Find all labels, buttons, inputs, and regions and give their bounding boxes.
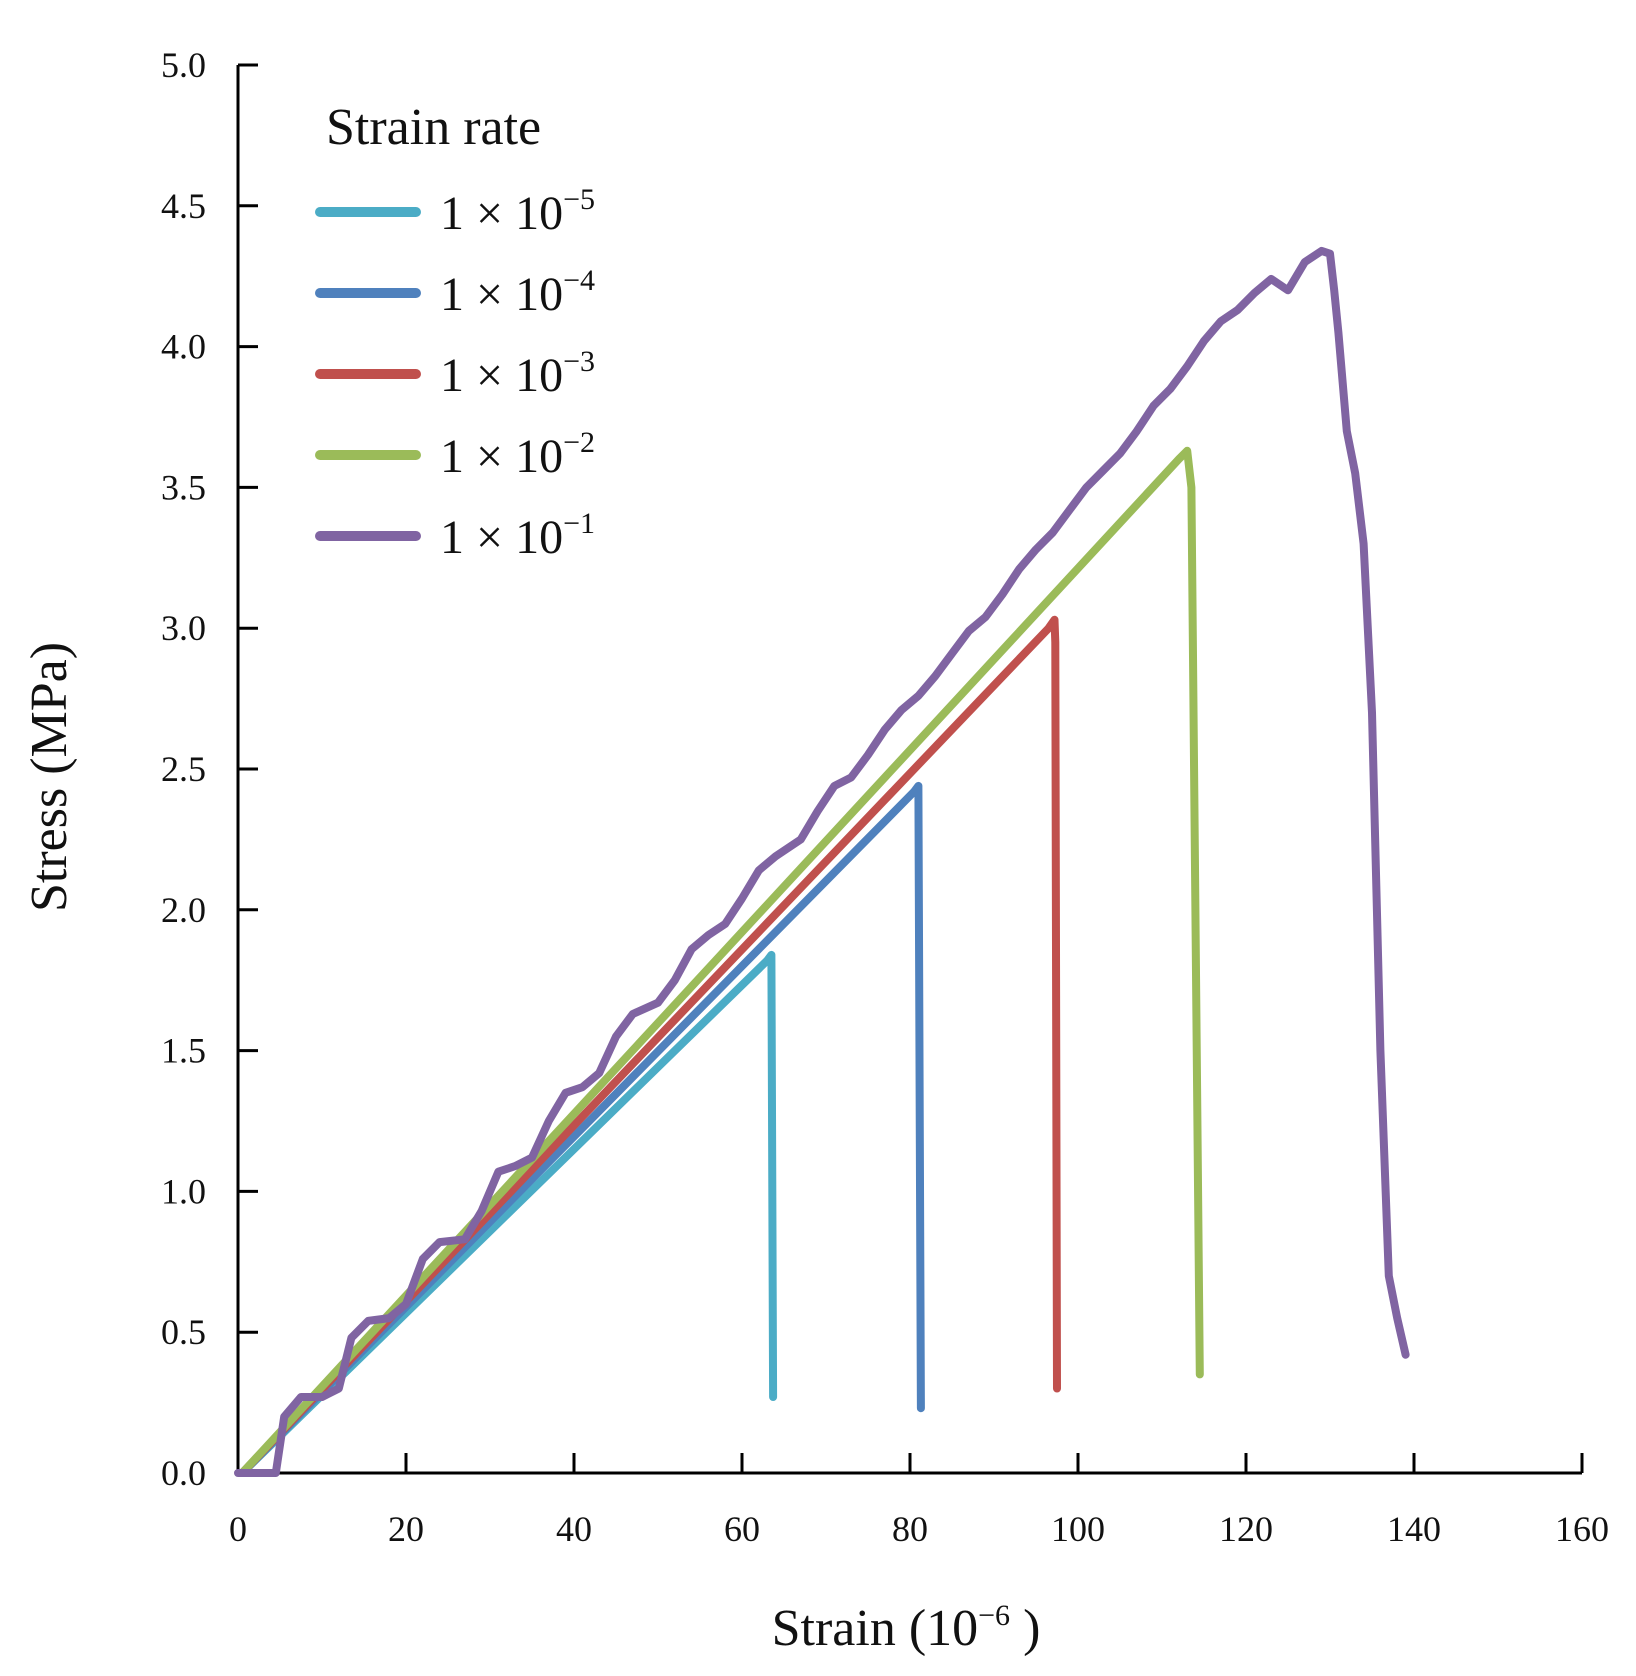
y-tick-label: 3.0 — [161, 608, 206, 648]
x-tick-label: 100 — [1051, 1509, 1105, 1549]
y-tick-label: 0.5 — [161, 1312, 206, 1352]
x-tick-label: 60 — [724, 1509, 760, 1549]
x-tick-label: 20 — [388, 1509, 424, 1549]
legend-title: Strain rate — [326, 99, 541, 156]
legend-label-exponent: −1 — [563, 507, 595, 540]
y-tick-label: 2.0 — [161, 890, 206, 930]
series-line-rate-2 — [238, 781, 925, 1477]
legend-label-exponent: −2 — [563, 426, 595, 459]
y-tick-label: 4.0 — [161, 327, 206, 367]
legend-label: 1 × 10−4 — [440, 264, 595, 321]
legend-label-base: 1 × 10 — [440, 430, 563, 483]
series-line-rate-4 — [238, 446, 1204, 1477]
legend-label-base: 1 × 10 — [440, 268, 563, 321]
x-axis-title: Strain (10−6 ) — [772, 1599, 1041, 1657]
series-line-rate-1 — [238, 950, 778, 1477]
tick-labels-layer: 0.0 0.5 1.0 1.5 2.0 2.5 3.0 3.5 4.0 4.5 5.0 0 20 40 60… — [161, 45, 1609, 1549]
y-tick-label: 2.5 — [161, 749, 206, 789]
legend-label: 1 × 10−2 — [440, 426, 595, 483]
legend-label-exponent: −4 — [563, 264, 595, 297]
x-axis-title-end: ) — [1010, 1600, 1040, 1657]
legend-label-exponent: −3 — [563, 345, 595, 378]
x-tick-label: 80 — [892, 1509, 928, 1549]
series-layer — [234, 246, 1410, 1477]
series-line-rate-3 — [238, 615, 1061, 1477]
x-tick-label: 160 — [1555, 1509, 1609, 1549]
y-tick-label: 5.0 — [161, 45, 206, 85]
x-axis-title-main: Strain (10 — [772, 1600, 979, 1657]
legend-label: 1 × 10−5 — [440, 183, 595, 240]
legend: Strain rate 1 × 10−51 × 10−41 × 10−31 × … — [315, 99, 595, 564]
legend-label: 1 × 10−1 — [440, 507, 595, 564]
axes-layer — [236, 63, 1584, 1475]
y-tick-label: 4.5 — [161, 186, 206, 226]
legend-label-base: 1 × 10 — [440, 511, 563, 564]
x-tick-label: 120 — [1219, 1509, 1273, 1549]
y-tick-label: 1.0 — [161, 1171, 206, 1211]
legend-label-base: 1 × 10 — [440, 349, 563, 402]
series-line-rate-5 — [234, 246, 1410, 1477]
y-tick-label: 1.5 — [161, 1031, 206, 1071]
x-tick-label: 0 — [229, 1509, 247, 1549]
legend-label-base: 1 × 10 — [440, 187, 563, 240]
y-tick-label: 3.5 — [161, 467, 206, 507]
y-tick-label: 0.0 — [161, 1453, 206, 1493]
legend-label: 1 × 10−3 — [440, 345, 595, 402]
x-tick-label: 40 — [556, 1509, 592, 1549]
x-tick-label: 140 — [1387, 1509, 1441, 1549]
x-axis-title-exponent: −6 — [978, 1599, 1010, 1632]
legend-label-exponent: −5 — [563, 183, 595, 216]
y-axis-title: Stress (MPa) — [21, 642, 78, 912]
